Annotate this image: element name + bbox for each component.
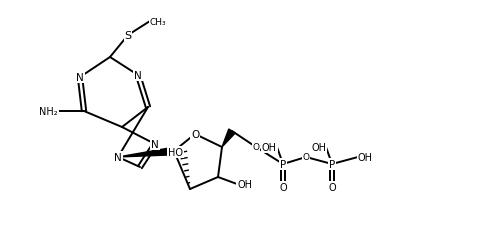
Text: S: S: [124, 31, 132, 41]
Text: OH: OH: [262, 142, 277, 152]
Text: OH: OH: [237, 179, 252, 189]
Text: P: P: [280, 159, 286, 169]
Text: N: N: [114, 152, 122, 162]
Text: P: P: [329, 159, 335, 169]
Text: N: N: [134, 71, 142, 81]
Text: N: N: [76, 73, 84, 83]
Polygon shape: [118, 147, 174, 157]
Text: CH₃: CH₃: [150, 17, 166, 26]
Text: NH₂: NH₂: [39, 106, 58, 117]
Text: N: N: [151, 139, 159, 149]
Text: O: O: [279, 182, 287, 192]
Text: O: O: [253, 143, 259, 152]
Text: OH: OH: [311, 142, 326, 152]
Text: OH: OH: [358, 152, 373, 162]
Text: HO: HO: [168, 147, 183, 157]
Text: O: O: [328, 182, 336, 192]
Polygon shape: [222, 129, 235, 147]
Text: O: O: [302, 153, 309, 162]
Text: O: O: [191, 129, 199, 139]
